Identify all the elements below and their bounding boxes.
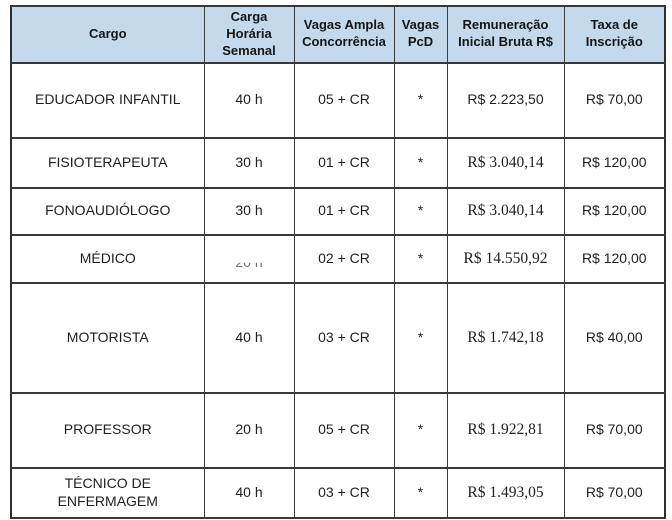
cell-cargo: FISIOTERAPEUTA [10,136,205,189]
cell-vagas-pcd: * [393,391,448,469]
cell-carga-horaria: 40 h [203,61,295,139]
cell-vagas-pcd: * [393,136,448,189]
cell-vagas-ampla: 01 + CR [293,136,395,189]
cell-remuneracao: R$ 1.922,81 [446,391,565,469]
cell-cargo: MOTORISTA [10,281,205,394]
cell-taxa: R$ 40,00 [563,281,666,394]
clipped-workload-text: 20 h [235,253,263,270]
table-row: EDUCADOR INFANTIL 40 h 05 + CR * R$ 2.22… [10,61,666,139]
header-cell-carga-horaria: Carga Horária Semanal [203,5,295,64]
cell-taxa: R$ 120,00 [563,136,666,189]
cell-vagas-pcd: * [393,186,448,236]
cell-cargo: EDUCADOR INFANTIL [10,61,205,139]
header-cell-vagas-pcd: Vagas PcD [393,5,448,64]
cell-carga-horaria: 40 h [203,466,295,519]
cell-vagas-pcd: * [393,61,448,139]
cell-vagas-ampla: 02 + CR [293,233,395,284]
cell-remuneracao: R$ 14.550,92 [446,233,565,284]
cell-carga-horaria: 20 h [203,391,295,469]
table-body: EDUCADOR INFANTIL 40 h 05 + CR * R$ 2.22… [10,61,666,519]
cell-remuneracao: R$ 1.493,05 [446,466,565,519]
table-row: PROFESSOR 20 h 05 + CR * R$ 1.922,81 R$ … [10,391,666,469]
cell-carga-horaria: 30 h [203,186,295,236]
header-cell-vagas-ampla: Vagas Ampla Concorrência [293,5,395,64]
cell-cargo: MÉDICO [10,233,205,284]
table-row: MOTORISTA 40 h 03 + CR * R$ 1.742,18 R$ … [10,281,666,394]
cell-taxa: R$ 70,00 [563,466,666,519]
cell-taxa: R$ 70,00 [563,391,666,469]
cell-carga-horaria: 30 h [203,136,295,189]
cell-carga-horaria: 40 h [203,281,295,394]
cell-remuneracao: R$ 3.040,14 [446,136,565,189]
cell-vagas-ampla: 05 + CR [293,391,395,469]
table-row: TÉCNICO DE ENFERMAGEM 40 h 03 + CR * R$ … [10,466,666,519]
cell-remuneracao: R$ 1.742,18 [446,281,565,394]
cell-vagas-pcd: * [393,466,448,519]
cell-remuneracao: R$ 3.040,14 [446,186,565,236]
cell-vagas-ampla: 01 + CR [293,186,395,236]
cell-cargo: FONOAUDIÓLOGO [10,186,205,236]
table-header: Cargo Carga Horária Semanal Vagas Ampla … [10,5,666,64]
header-cell-remuneracao: Remuneração Inicial Bruta R$ [446,5,565,64]
cell-taxa: R$ 120,00 [563,186,666,236]
cell-taxa: R$ 70,00 [563,61,666,139]
cell-carga-horaria: 20 h [203,233,295,284]
cell-vagas-ampla: 03 + CR [293,466,395,519]
cell-cargo: PROFESSOR [10,391,205,469]
cell-vagas-pcd: * [393,281,448,394]
table-row: MÉDICO 20 h 02 + CR * R$ 14.550,92 R$ 12… [10,233,666,284]
cell-cargo: TÉCNICO DE ENFERMAGEM [10,466,205,519]
cell-remuneracao: R$ 2.223,50 [446,61,565,139]
cell-vagas-pcd: * [393,233,448,284]
cargos-vagas-table: Cargo Carga Horária Semanal Vagas Ampla … [10,5,666,519]
table-row: FISIOTERAPEUTA 30 h 01 + CR * R$ 3.040,1… [10,136,666,189]
table-row: FONOAUDIÓLOGO 30 h 01 + CR * R$ 3.040,14… [10,186,666,236]
header-cell-taxa: Taxa de Inscrição [563,5,666,64]
header-cell-cargo: Cargo [10,5,205,64]
cell-taxa: R$ 120,00 [563,233,666,284]
cell-vagas-ampla: 05 + CR [293,61,395,139]
header-row: Cargo Carga Horária Semanal Vagas Ampla … [10,5,666,64]
cell-vagas-ampla: 03 + CR [293,281,395,394]
